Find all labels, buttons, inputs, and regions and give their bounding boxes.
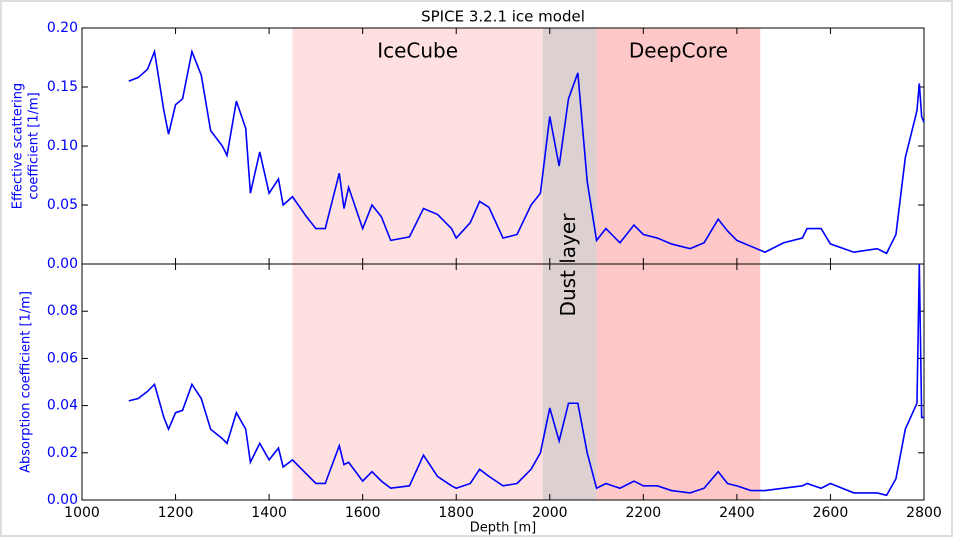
y-axis-label: coefficient [1/m] <box>27 92 42 199</box>
y-tick-label: 0.00 <box>47 256 78 272</box>
data-line <box>128 48 925 255</box>
x-tick-label: 1400 <box>251 505 287 521</box>
x-tick-label: 2200 <box>626 505 662 521</box>
x-axis-label: Depth [m] <box>470 521 537 536</box>
y-tick-label: 0.06 <box>47 350 78 366</box>
region-label: Dust layer <box>556 213 580 317</box>
x-tick-label: 1000 <box>64 505 100 521</box>
y-tick-label: 0.05 <box>47 197 78 213</box>
data-line <box>128 263 924 497</box>
y-tick-label: 0.00 <box>47 492 78 508</box>
region-label: DeepCore <box>629 39 728 63</box>
x-tick-label: 2400 <box>719 505 755 521</box>
y-tick-label: 0.10 <box>47 138 78 154</box>
x-tick-label: 2800 <box>906 505 942 521</box>
region-label: IceCube <box>377 39 458 63</box>
y-axis-label: Effective scattering <box>11 83 26 209</box>
y-axis-label: Absorption coefficient [1/m] <box>19 291 34 473</box>
y-tick-label: 0.08 <box>47 303 78 319</box>
x-tick-label: 1800 <box>438 505 474 521</box>
y-tick-label: 0.15 <box>47 79 78 95</box>
y-tick-label: 0.20 <box>47 20 78 36</box>
chart-title: SPICE 3.2.1 ice model <box>421 8 585 26</box>
x-tick-label: 2600 <box>813 505 849 521</box>
y-tick-label: 0.04 <box>47 398 78 414</box>
y-tick-label: 0.02 <box>47 445 78 461</box>
plot-frame <box>81 263 925 501</box>
x-tick-label: 1600 <box>345 505 381 521</box>
x-tick-label: 1200 <box>158 505 194 521</box>
x-tick-label: 2000 <box>532 505 568 521</box>
